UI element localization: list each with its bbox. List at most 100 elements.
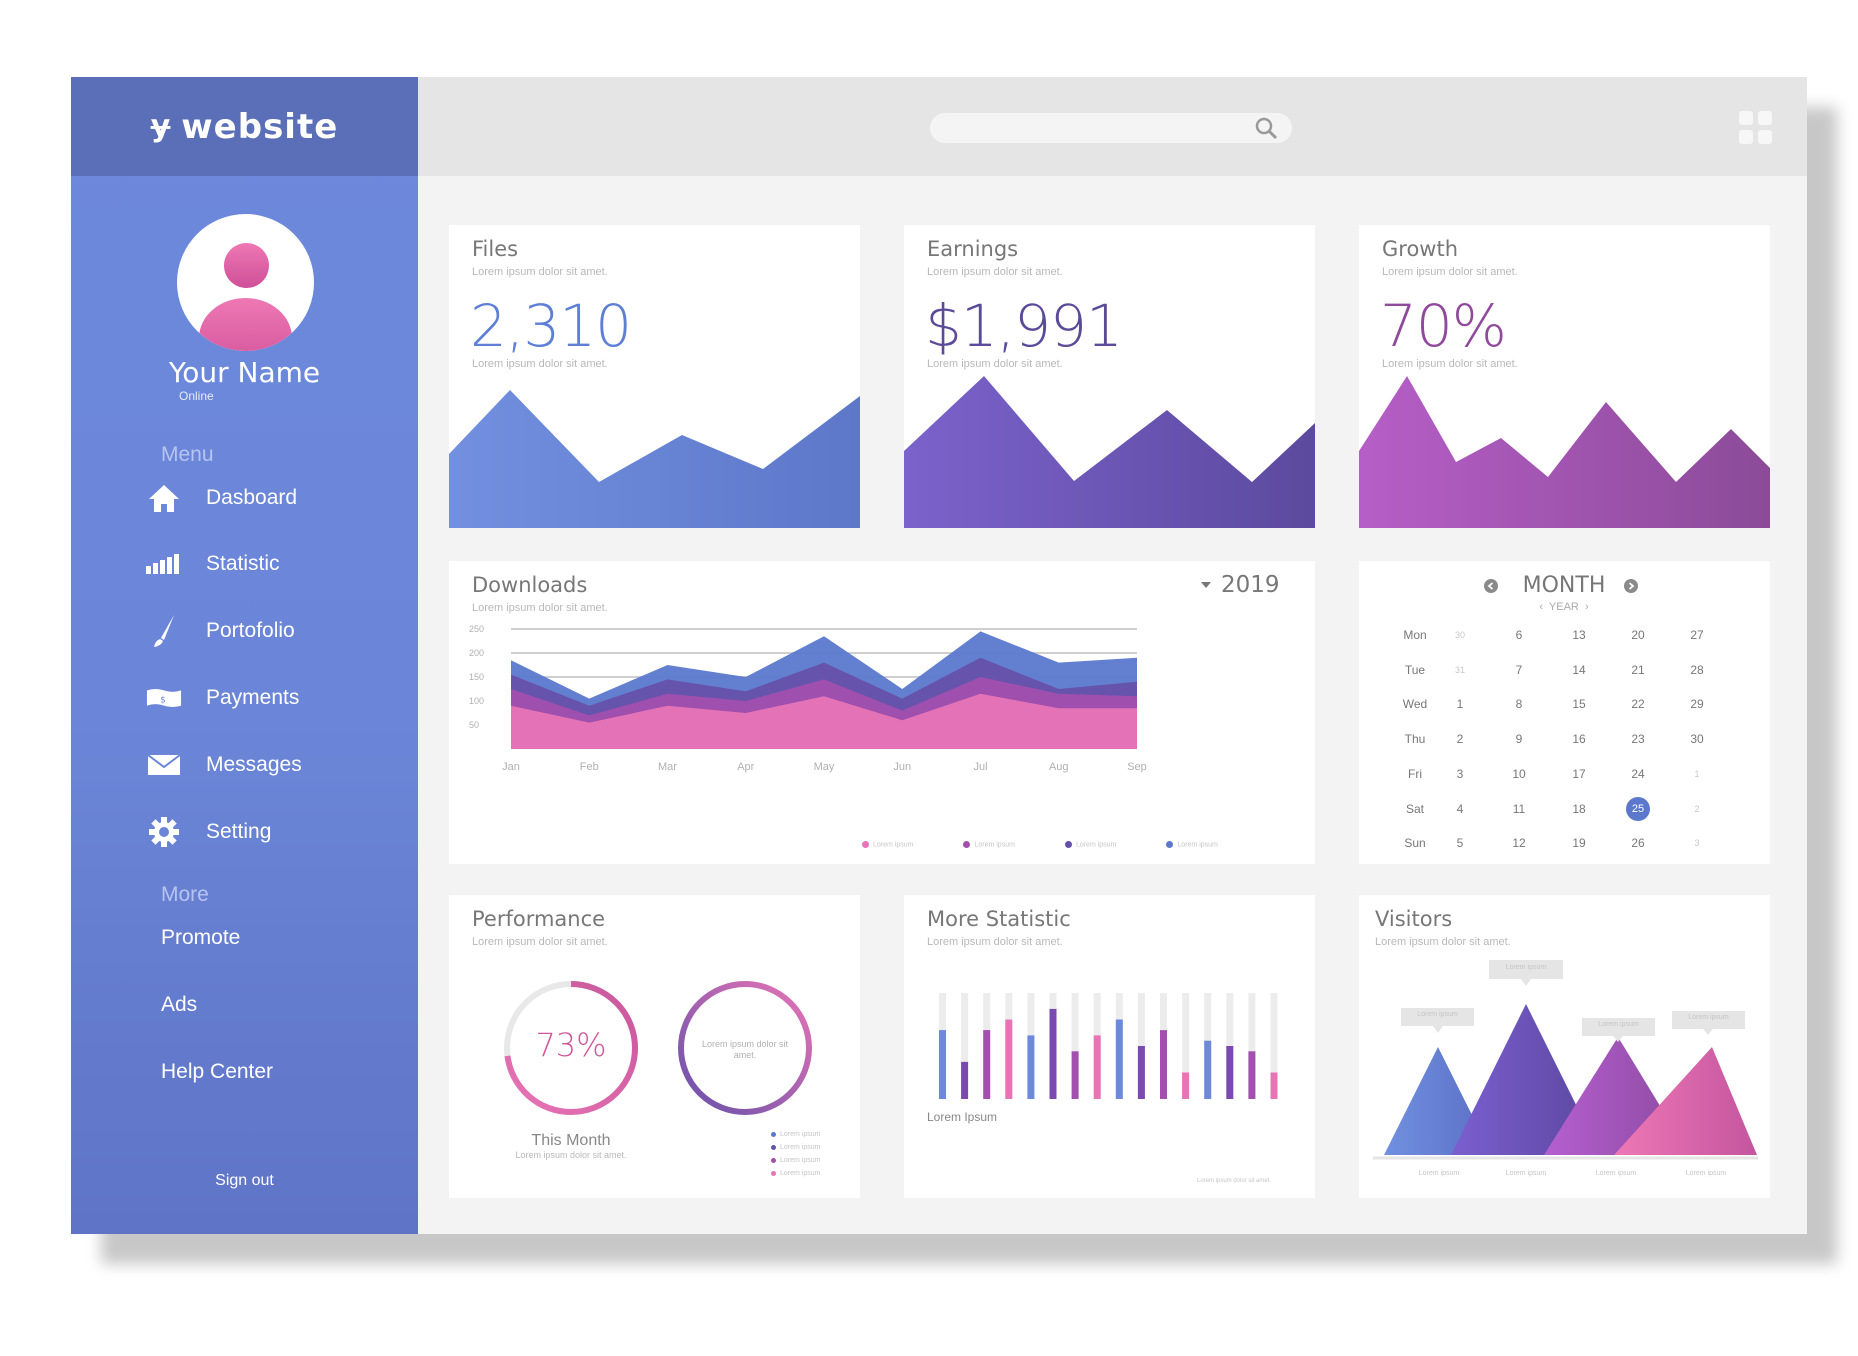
prev-month-icon[interactable]	[1484, 579, 1498, 598]
sign-out-link[interactable]: Sign out	[215, 1172, 274, 1189]
growth-card[interactable]: Growth Lorem ipsum dolor sit amet. 70% L…	[1359, 225, 1770, 528]
legend-dot	[771, 1144, 776, 1150]
calendar-day[interactable]: 18	[1572, 801, 1586, 816]
search-input[interactable]	[930, 113, 1292, 143]
next-month-icon[interactable]	[1624, 579, 1638, 598]
calendar-day[interactable]: 30	[1454, 630, 1465, 640]
calendar-day[interactable]: 10	[1512, 766, 1526, 781]
calendar-day[interactable]: 26	[1631, 836, 1645, 851]
y-tick-label: 200	[469, 648, 484, 658]
calendar-day[interactable]: 20	[1631, 628, 1645, 642]
nav-item-promote[interactable]: Promote	[161, 926, 241, 949]
calendar-day[interactable]: 8	[1515, 697, 1523, 712]
calendar-year-nav[interactable]: ‹ YEAR ›	[1524, 601, 1604, 613]
card-title: Downloads	[472, 573, 588, 597]
calendar-day[interactable]: 6	[1515, 628, 1523, 642]
calendar-day[interactable]: 12	[1512, 836, 1526, 851]
calendar-day[interactable]: 13	[1572, 628, 1586, 642]
bar	[1160, 1030, 1167, 1099]
files-card[interactable]: Files Lorem ipsum dolor sit amet. 2,310 …	[449, 225, 860, 528]
x-tick-label: Apr	[737, 761, 754, 773]
calendar-day[interactable]: 31	[1454, 664, 1465, 675]
weekday-label: Wed	[1402, 697, 1428, 712]
bar	[1071, 1051, 1079, 1099]
calendar-day[interactable]: 11	[1512, 801, 1526, 816]
calendar-day[interactable]: 2	[1456, 732, 1464, 747]
nav-item-messages[interactable]: Messages	[146, 745, 302, 785]
nav-item-payments[interactable]: $ Payments	[146, 678, 299, 718]
calendar-day[interactable]: 1	[1456, 697, 1464, 712]
card-subtitle: Lorem ipsum dolor sit amet.	[927, 266, 1063, 278]
tooltip-label: Lorem ipsum	[1598, 1021, 1639, 1028]
calendar-day[interactable]: 5	[1456, 836, 1464, 851]
legend-label: Lorem ipsum	[974, 841, 1015, 849]
svg-text:$: $	[160, 696, 165, 706]
nav-item-setting[interactable]: Setting	[146, 812, 271, 852]
calendar-day[interactable]: 23	[1631, 732, 1645, 747]
user-status: Online	[179, 389, 214, 403]
performance-legend: Lorem ipsum Lorem ipsum Lorem ipsum Lore…	[771, 1128, 820, 1180]
calendar-day-highlighted[interactable]: 25	[1626, 796, 1650, 821]
bar	[1270, 1072, 1278, 1099]
growth-area-chart	[1359, 376, 1770, 528]
nav-item-statistic[interactable]: Statistic	[146, 544, 280, 584]
calendar-day[interactable]: 21	[1631, 662, 1645, 677]
top-bar	[418, 77, 1807, 176]
weekday-label: Sun	[1404, 836, 1426, 851]
tooltip-label: Lorem ipsum	[1505, 964, 1547, 971]
calendar-day[interactable]: 16	[1572, 732, 1586, 747]
avatar[interactable]	[177, 214, 314, 351]
earnings-area-chart	[904, 376, 1315, 528]
card-title: More Statistic	[927, 907, 1071, 931]
calendar-day[interactable]: 22	[1631, 697, 1645, 712]
nav-item-ads[interactable]: Ads	[161, 993, 198, 1016]
weekday-label: Mon	[1403, 628, 1427, 642]
card-subtitle: Lorem ipsum dolor sit amet.	[472, 266, 608, 278]
nav-item-dashboard[interactable]: Dasboard	[146, 478, 297, 518]
y-tick-label: 250	[469, 624, 484, 634]
calendar-day[interactable]: 1	[1694, 768, 1700, 779]
calendar-day[interactable]: 17	[1572, 766, 1586, 781]
nav-label: Payments	[206, 686, 300, 709]
card-subtitle: Lorem ipsum dolor sit amet.	[1375, 936, 1511, 948]
area-series-4	[511, 693, 1137, 749]
visitors-chart	[1373, 960, 1758, 1160]
nav-item-help-center[interactable]: Help Center	[161, 1060, 274, 1083]
bar	[1204, 1040, 1212, 1099]
calendar-day[interactable]: 7	[1515, 662, 1523, 677]
search-icon[interactable]	[1254, 116, 1278, 140]
legend-dot	[1064, 841, 1072, 848]
more-statistic-card: More Statistic Lorem ipsum dolor sit ame…	[904, 895, 1315, 1198]
grid-menu-icon[interactable]	[1739, 111, 1772, 144]
brand[interactable]: ɏ website	[71, 77, 418, 176]
legend-label: Lorem ipsum	[873, 841, 914, 849]
calendar-day[interactable]: 19	[1572, 836, 1586, 851]
calendar-day[interactable]: 24	[1631, 766, 1645, 781]
nav-label: Portofolio	[206, 619, 295, 642]
nav-item-portofolio[interactable]: Portofolio	[146, 611, 295, 651]
earnings-card[interactable]: Earnings Lorem ipsum dolor sit amet. $1,…	[904, 225, 1315, 528]
avatar-head	[224, 243, 269, 288]
calendar-day[interactable]: 15	[1572, 697, 1586, 712]
bar-track	[1071, 993, 1079, 1099]
x-tick-label: Feb	[580, 761, 599, 773]
calendar-day[interactable]: 27	[1690, 628, 1704, 642]
calendar-day[interactable]: 14	[1572, 662, 1586, 677]
calendar-day[interactable]: 28	[1690, 662, 1704, 677]
calendar-day[interactable]: 3	[1456, 766, 1464, 781]
calendar-day[interactable]: 29	[1690, 697, 1704, 712]
x-tick-label: Aug	[1049, 761, 1069, 773]
legend-item: Lorem ipsum	[862, 841, 913, 848]
calendar-day[interactable]: 30	[1690, 732, 1704, 747]
y-logo-icon: ɏ	[150, 109, 172, 144]
pyramid-2	[1451, 1004, 1601, 1155]
chevron-right-icon[interactable]: ›	[1585, 601, 1589, 613]
chevron-left-icon[interactable]: ‹	[1539, 601, 1543, 613]
secondary-ring	[678, 981, 812, 1115]
calendar-day[interactable]: 9	[1515, 732, 1523, 747]
calendar-day[interactable]: 3	[1694, 838, 1700, 849]
calendar-day[interactable]: 4	[1456, 801, 1464, 816]
year-dropdown[interactable]: 2019	[1199, 572, 1280, 598]
downloads-legend: Lorem ipsum Lorem ipsum Lorem ipsum Lore…	[862, 841, 1218, 848]
calendar-day[interactable]: 2	[1694, 803, 1700, 814]
